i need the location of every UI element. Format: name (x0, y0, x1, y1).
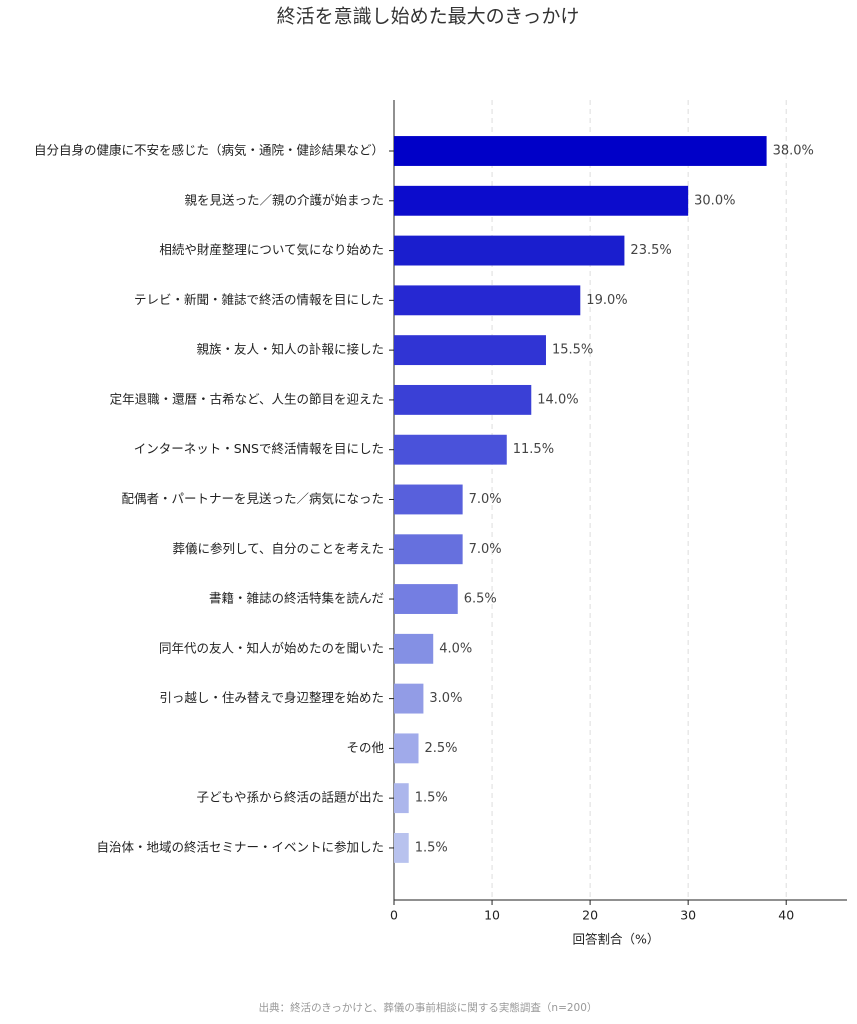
x-tick-label: 20 (582, 908, 598, 923)
value-label: 3.0% (429, 691, 462, 706)
value-label: 7.0% (469, 492, 502, 507)
bar (394, 534, 463, 565)
bar (394, 683, 424, 714)
y-tick-label: 相続や財産整理について気になり始めた (159, 242, 384, 257)
y-tick-label: 親を見送った／親の介護が始まった (184, 192, 384, 207)
y-tick-label: 配偶者・パートナーを見送った／病気になった (121, 491, 384, 506)
bar (394, 733, 419, 764)
y-tick-label: 自分自身の健康に不安を感じた（病気・通院・健診結果など） (34, 143, 384, 158)
value-label: 6.5% (464, 592, 497, 607)
value-label: 19.0% (586, 293, 627, 308)
bar (394, 136, 767, 166)
chart-title: 終活を意識し始めた最大のきっかけ (277, 6, 580, 28)
value-label: 14.0% (537, 392, 578, 407)
value-label: 7.0% (469, 542, 502, 557)
value-label: 30.0% (694, 193, 735, 208)
x-tick-label: 0 (390, 908, 398, 923)
y-tick-label: テレビ・新聞・雑誌で終活の情報を目にした (134, 292, 384, 307)
y-tick-label: 子どもや孫から終活の話題が出た (196, 790, 384, 805)
y-tick-label: 葬儀に参列して、自分のことを考えた (172, 541, 384, 556)
bar (394, 185, 689, 216)
source-note: 出典：終活のきっかけと、葬儀の事前相談に関する実態調査（n=200） (259, 1001, 598, 1014)
value-label: 11.5% (513, 442, 554, 457)
y-tick-label: 書籍・雑誌の終活特集を読んだ (209, 591, 384, 606)
bar (394, 384, 532, 415)
value-label: 4.0% (439, 641, 472, 656)
x-tick-label: 40 (778, 908, 794, 923)
x-tick-label: 30 (680, 908, 696, 923)
y-tick-label: インターネット・SNSで終活情報を目にした (134, 441, 384, 456)
bar (394, 584, 458, 614)
value-label: 38.0% (773, 144, 814, 159)
value-label: 1.5% (415, 791, 448, 806)
bar (394, 335, 546, 366)
y-tick-label: 同年代の友人・知人が始めたのを聞いた (159, 640, 384, 655)
value-label: 23.5% (630, 243, 671, 258)
bar (394, 235, 625, 266)
bar (394, 833, 409, 863)
y-tick-label: 引っ越し・住み替えで身辺整理を始めた (159, 690, 384, 705)
y-tick-label: 定年退職・還暦・古希など、人生の節目を迎えた (110, 391, 384, 406)
y-tick-label: その他 (346, 740, 384, 755)
bar (394, 783, 409, 814)
bar (394, 434, 507, 465)
y-tick-label: 自治体・地域の終活セミナー・イベントに参加した (96, 839, 384, 854)
y-tick-label: 親族・友人・知人の訃報に接した (196, 342, 384, 357)
value-label: 1.5% (415, 840, 448, 855)
value-label: 15.5% (552, 343, 593, 358)
x-tick-label: 10 (484, 908, 500, 923)
value-label: 2.5% (425, 741, 458, 756)
x-axis-label: 回答割合（%） (573, 932, 660, 947)
bar (394, 484, 463, 515)
bar (394, 285, 581, 316)
bar (394, 633, 434, 664)
